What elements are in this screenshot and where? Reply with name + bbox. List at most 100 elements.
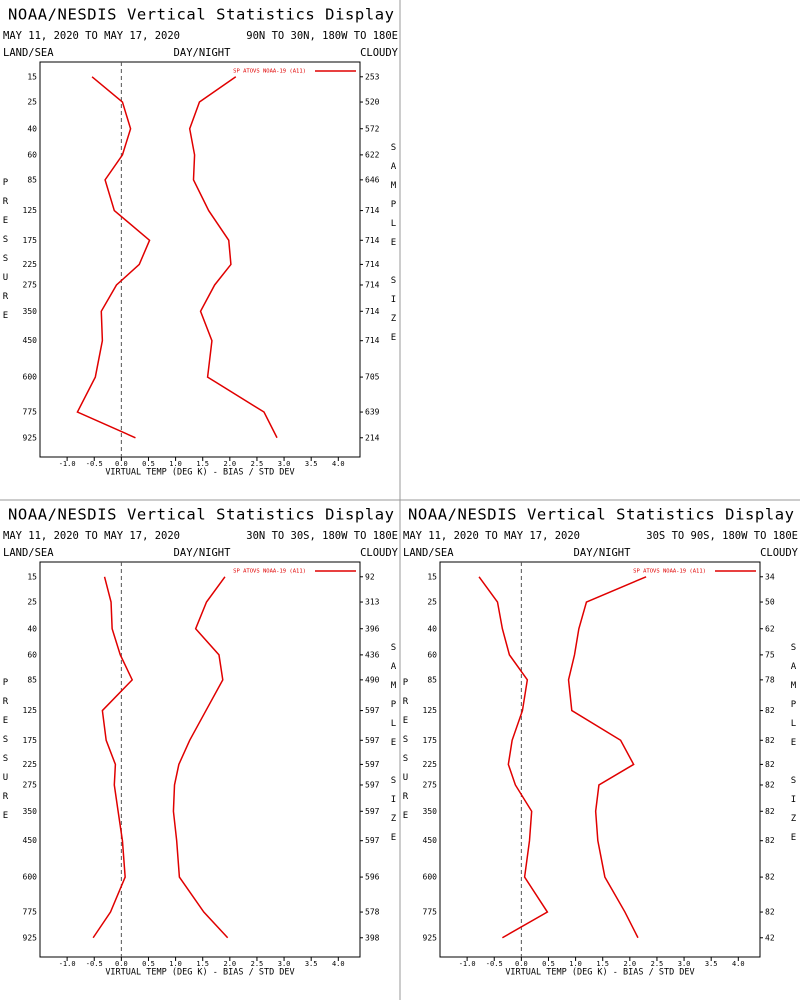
y-tick-label: 60 <box>27 150 37 159</box>
y-tick-label: 600 <box>23 373 38 382</box>
header: CLOUDY <box>360 47 399 59</box>
x-tick-label: 0.0 <box>115 460 128 468</box>
plot-frame <box>39 61 361 458</box>
y-tick-label: 40 <box>27 124 37 133</box>
profile-line <box>92 576 134 939</box>
y-tick-label: 225 <box>23 760 38 769</box>
sample-size-label: 75 <box>765 650 775 659</box>
x-tick-label: 0.0 <box>115 960 128 968</box>
x-tick-label: 4.0 <box>332 960 345 968</box>
x-tick-label: -0.5 <box>86 460 103 468</box>
date-range: MAY 11, 2020 TO MAY 17, 2020 <box>3 30 180 42</box>
sample-size-label: 253 <box>365 72 380 81</box>
y-tick-label: 25 <box>27 598 37 607</box>
x-tick-label: -1.0 <box>59 460 76 468</box>
sample-size-label: 714 <box>365 336 380 345</box>
y-tick-label: 40 <box>27 624 37 633</box>
x-tick-label: 3.5 <box>305 960 318 968</box>
region: 90N TO 30N, 180W TO 180E <box>246 30 398 42</box>
sample-size-label: 646 <box>365 175 380 184</box>
sample-size-label: 639 <box>365 408 380 417</box>
sample-size-label: 82 <box>765 736 775 745</box>
x-tick-label: 1.5 <box>196 960 209 968</box>
profile-line <box>188 76 278 439</box>
x-tick-label: 2.5 <box>251 460 264 468</box>
chart-title: NOAA/NESDIS Vertical Statistics Display <box>408 506 794 524</box>
sample-size-label: 78 <box>765 675 775 684</box>
y-tick-label: 125 <box>423 706 438 715</box>
sample-size-label: 82 <box>765 836 775 845</box>
sample-size-label: 82 <box>765 908 775 917</box>
sample-size-label: 597 <box>365 706 380 715</box>
y-tick-label: 125 <box>23 706 38 715</box>
profile-line <box>567 576 647 939</box>
header: CLOUDY <box>360 547 399 559</box>
date-range: MAY 11, 2020 TO MAY 17, 2020 <box>403 530 580 542</box>
header: LAND/SEA <box>3 547 54 559</box>
header: DAY/NIGHT <box>574 547 632 559</box>
profile-line <box>172 576 229 939</box>
y-tick-label: 15 <box>27 72 37 81</box>
sample-size-label: 82 <box>765 807 775 816</box>
sample-size-label: 313 <box>365 598 380 607</box>
y-tick-label: 450 <box>23 836 38 845</box>
y-tick-label: 450 <box>423 836 438 845</box>
y-tick-label: 225 <box>423 760 438 769</box>
sample-size-label: 714 <box>365 206 380 215</box>
x-tick-label: 3.5 <box>305 460 318 468</box>
profile-line <box>478 576 549 939</box>
y-tick-label: 600 <box>423 873 438 882</box>
y-tick-label: 40 <box>427 624 437 633</box>
x-tick-label: -0.5 <box>86 960 103 968</box>
y2-axis-title: SAMPLE SIZE <box>389 143 399 352</box>
sample-size-label: 92 <box>365 572 375 581</box>
x-axis-title: VIRTUAL TEMP (DEG K) - BIAS / STD DEV <box>505 968 694 978</box>
y-tick-label: 350 <box>23 807 38 816</box>
header: CLOUDY <box>760 547 799 559</box>
region: 30N TO 30S, 180W TO 180E <box>246 530 398 542</box>
x-tick-label: 2.0 <box>224 960 237 968</box>
x-tick-label: 1.0 <box>169 460 182 468</box>
x-tick-label: 3.5 <box>705 960 718 968</box>
y-tick-label: 25 <box>427 598 437 607</box>
header: LAND/SEA <box>3 47 54 59</box>
x-tick-label: -0.5 <box>486 960 503 968</box>
y-tick-label: 25 <box>27 98 37 107</box>
date-range: MAY 11, 2020 TO MAY 17, 2020 <box>3 530 180 542</box>
sample-size-label: 42 <box>765 933 775 942</box>
sample-size-label: 597 <box>365 780 380 789</box>
legend-label: SP ATOVS NOAA-19 (A11) <box>233 69 306 75</box>
y-tick-label: 15 <box>427 572 437 581</box>
y-tick-label: 925 <box>423 933 438 942</box>
header: LAND/SEA <box>403 547 454 559</box>
profile-line <box>76 76 151 439</box>
sample-size-label: 714 <box>365 307 380 316</box>
sample-size-label: 597 <box>365 836 380 845</box>
sample-size-label: 597 <box>365 736 380 745</box>
x-tick-label: 2.5 <box>651 960 664 968</box>
sample-size-label: 398 <box>365 933 380 942</box>
x-tick-label: 0.5 <box>142 960 155 968</box>
x-tick-label: 0.0 <box>515 960 528 968</box>
y-tick-label: 60 <box>427 650 437 659</box>
y-tick-label: 775 <box>23 408 38 417</box>
y-tick-label: 275 <box>423 780 438 789</box>
header: DAY/NIGHT <box>174 547 232 559</box>
sample-size-label: 50 <box>765 598 775 607</box>
y-tick-label: 225 <box>23 260 38 269</box>
sample-size-label: 714 <box>365 280 380 289</box>
sample-size-label: 572 <box>365 124 380 133</box>
y-tick-label: 175 <box>23 236 38 245</box>
x-tick-label: -1.0 <box>59 960 76 968</box>
x-tick-label: 3.0 <box>278 460 291 468</box>
sample-size-label: 597 <box>365 807 380 816</box>
y2-axis-title: SAMPLE SIZE <box>389 643 399 852</box>
y-tick-label: 450 <box>23 336 38 345</box>
sample-size-label: 622 <box>365 150 380 159</box>
y-axis-title: PRESSURE <box>401 678 411 830</box>
sample-size-label: 705 <box>365 373 380 382</box>
x-tick-label: 0.5 <box>142 460 155 468</box>
x-tick-label: -1.0 <box>459 960 476 968</box>
